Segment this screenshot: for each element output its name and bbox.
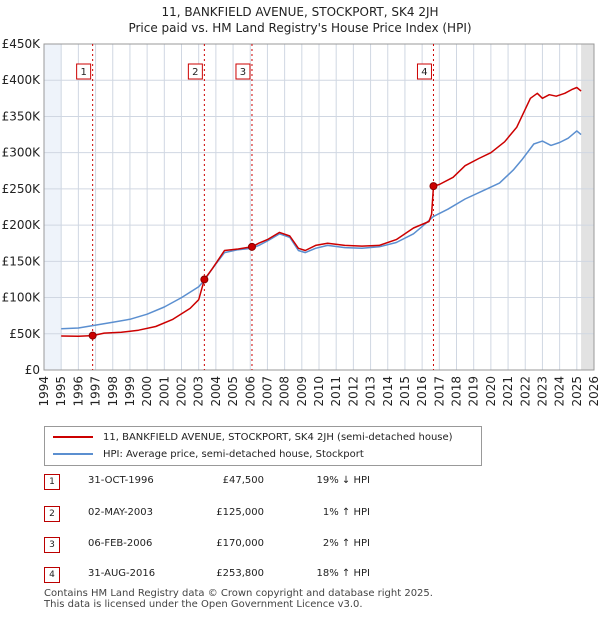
sale-point [247, 242, 256, 251]
footer-copyright: Contains HM Land Registry data © Crown c… [44, 588, 433, 599]
sale-row: 1 31-OCT-1996 £47,500 19% ↓ HPI [44, 474, 464, 490]
x-tick-label: 2001 [157, 376, 171, 407]
x-tick-label: 2026 [587, 376, 600, 407]
y-tick-label: £350K [2, 109, 42, 123]
y-tick-label: £0 [25, 363, 40, 377]
sale-marker: 1 [44, 474, 60, 490]
x-tick-label: 1994 [37, 376, 51, 407]
sale-date: 31-OCT-1996 [88, 475, 154, 486]
x-tick-label: 2020 [484, 376, 498, 407]
x-tick-label: 2012 [346, 376, 360, 407]
y-tick-label: £300K [2, 146, 42, 160]
sale-marker-label: 4 [421, 67, 427, 78]
chart-subtitle: Price paid vs. HM Land Registry's House … [128, 21, 472, 35]
plot-frame [43, 43, 595, 371]
legend-label-property: 11, BANKFIELD AVENUE, STOCKPORT, SK4 2JH… [103, 431, 453, 443]
x-tick-label: 2019 [467, 376, 481, 407]
footer-licence: This data is licensed under the Open Gov… [44, 599, 363, 610]
x-tick-label: 2025 [570, 376, 584, 407]
x-tick-label: 2007 [260, 376, 274, 407]
legend-item-property: 11, BANKFIELD AVENUE, STOCKPORT, SK4 2JH… [53, 429, 453, 445]
sale-marker: 2 [44, 506, 60, 522]
sale-hpi-diff: 1% ↑ HPI [322, 507, 370, 518]
sale-date: 31-AUG-2016 [88, 568, 156, 579]
y-tick-label: £400K [2, 73, 42, 87]
sale-marker-label: 1 [80, 67, 86, 78]
data-range-band [61, 44, 582, 370]
sale-row: 4 31-AUG-2016 £253,800 18% ↑ HPI [44, 567, 464, 583]
y-tick-label: £100K [2, 291, 42, 305]
sale-row: 3 06-FEB-2006 £170,000 2% ↑ HPI [44, 537, 464, 553]
x-tick-label: 2014 [381, 376, 395, 407]
price-chart: £0 £50K £100K £150K £200K £250K £300K £350K £400… [2, 37, 600, 407]
sale-price: £253,800 [216, 568, 264, 579]
series-line-property [61, 86, 582, 338]
legend: 11, BANKFIELD AVENUE, STOCKPORT, SK4 2JH… [44, 426, 482, 466]
sale-point [200, 275, 209, 284]
sale-date: 06-FEB-2006 [88, 538, 153, 549]
sale-marker-box [76, 63, 92, 80]
sale-date: 02-MAY-2003 [88, 507, 154, 518]
x-tick-label: 2000 [140, 376, 154, 407]
sale-point [429, 182, 438, 191]
x-tick-label: 1997 [89, 376, 103, 407]
x-tick-label: 2024 [553, 376, 567, 407]
footer: Contains HM Land Registry data © Crown c… [44, 588, 433, 610]
legend-label-hpi: HPI: Average price, semi-detached house,… [103, 448, 364, 460]
x-tick-label: 2023 [535, 376, 549, 407]
x-tick-label: 2022 [518, 376, 532, 407]
sale-hpi-diff: 18% ↑ HPI [316, 568, 370, 579]
future-shade [581, 44, 594, 370]
sale-row: 2 02-MAY-2003 £125,000 1% ↑ HPI [44, 506, 464, 522]
x-tick-label: 2008 [278, 376, 292, 407]
x-tick-label: 2006 [243, 376, 257, 407]
sale-price: £47,500 [222, 475, 264, 486]
legend-swatch-hpi [53, 453, 93, 455]
x-tick-label: 2017 [432, 376, 446, 407]
sale-price: £170,000 [216, 538, 264, 549]
sale-marker: 4 [44, 567, 60, 583]
sale-hpi-diff: 2% ↑ HPI [322, 538, 370, 549]
x-tick-label: 2003 [192, 376, 206, 407]
sale-marker-label: 3 [240, 67, 246, 78]
x-tick-label: 2004 [209, 376, 223, 407]
sale-marker-box [235, 63, 251, 80]
y-tick-label: £150K [2, 254, 42, 268]
y-tick-label: £450K [2, 37, 42, 51]
y-tick-label: £200K [2, 218, 42, 232]
x-tick-label: 1999 [123, 376, 137, 407]
sale-price: £125,000 [216, 507, 264, 518]
x-tick-label: 2016 [415, 376, 429, 407]
x-tick-label: 2015 [398, 376, 412, 407]
sale-marker: 3 [44, 537, 60, 553]
x-tick-label: 2009 [295, 376, 309, 407]
legend-swatch-property [53, 436, 93, 438]
sale-marker-label: 2 [192, 67, 198, 78]
sale-marker-box [416, 63, 432, 80]
x-tick-label: 2021 [501, 376, 515, 407]
x-tick-label: 1995 [54, 376, 68, 407]
x-tick-label: 2002 [175, 376, 189, 407]
x-tick-label: 1998 [106, 376, 120, 407]
x-tick-label: 2005 [226, 376, 240, 407]
chart-title: 11, BANKFIELD AVENUE, STOCKPORT, SK4 2JH [161, 5, 439, 19]
series-line-hpi [61, 130, 582, 330]
x-tick-label: 1996 [71, 376, 85, 407]
sale-marker-box [187, 63, 203, 80]
x-tick-label: 2013 [364, 376, 378, 407]
sale-hpi-diff: 19% ↓ HPI [316, 475, 370, 486]
x-tick-label: 2010 [312, 376, 326, 407]
sale-point [88, 331, 97, 340]
y-tick-label: £50K [9, 327, 41, 341]
y-tick-label: £250K [2, 182, 42, 196]
x-tick-label: 2011 [329, 376, 343, 407]
x-tick-label: 2018 [450, 376, 464, 407]
legend-item-hpi: HPI: Average price, semi-detached house,… [53, 446, 364, 462]
